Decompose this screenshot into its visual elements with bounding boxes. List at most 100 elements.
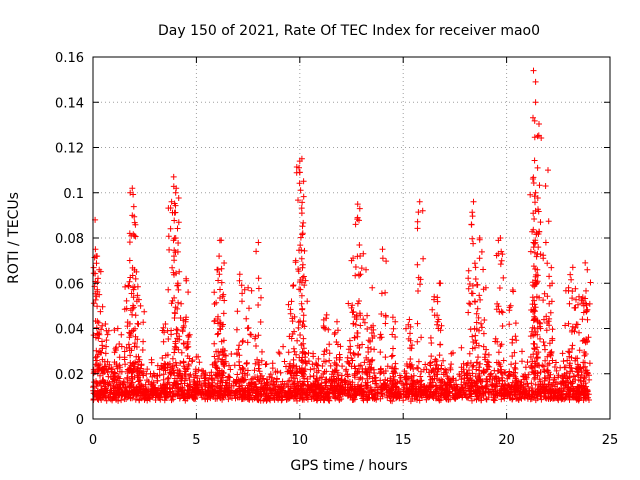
data-point — [326, 341, 333, 348]
data-point — [465, 285, 472, 292]
data-point — [313, 397, 320, 403]
data-point — [472, 276, 479, 282]
data-point — [531, 216, 538, 222]
data-point — [414, 396, 420, 403]
data-point — [501, 385, 508, 392]
data-point — [499, 377, 506, 384]
data-point — [289, 331, 296, 337]
data-point — [301, 247, 308, 254]
data-point — [128, 290, 135, 297]
data-point — [535, 208, 542, 215]
data-point — [583, 308, 590, 314]
data-point — [245, 284, 252, 291]
data-point — [181, 365, 188, 372]
data-point — [331, 388, 338, 394]
data-point — [297, 234, 304, 241]
data-point — [530, 239, 537, 246]
data-point — [389, 352, 396, 359]
data-point — [131, 386, 137, 393]
data-point — [294, 378, 301, 385]
data-point — [438, 362, 445, 369]
data-point — [202, 380, 209, 387]
data-point — [255, 302, 262, 308]
data-point — [352, 321, 359, 328]
data-point — [339, 363, 346, 370]
data-point — [135, 383, 142, 390]
data-point — [136, 369, 143, 376]
data-point — [361, 368, 368, 375]
data-point — [296, 365, 303, 372]
data-point — [234, 394, 241, 401]
data-point — [402, 376, 409, 383]
data-point — [532, 199, 538, 206]
data-point — [245, 391, 252, 397]
data-point — [274, 375, 280, 382]
data-point — [510, 369, 517, 376]
data-point — [536, 376, 543, 383]
y-tick-label: 0.16 — [55, 51, 84, 66]
data-point — [351, 334, 358, 341]
data-point — [186, 355, 193, 362]
data-point — [162, 321, 169, 327]
data-point — [332, 329, 339, 336]
data-point — [584, 316, 591, 323]
data-point — [382, 289, 389, 296]
data-point — [511, 364, 518, 371]
data-point — [285, 368, 292, 375]
data-point — [485, 351, 492, 358]
data-point — [364, 395, 371, 402]
data-point — [490, 390, 497, 397]
data-point — [368, 387, 374, 394]
data-point — [437, 280, 444, 287]
data-point — [175, 219, 182, 226]
data-point — [469, 209, 476, 216]
data-point — [432, 365, 439, 372]
data-point — [360, 316, 367, 323]
data-point — [540, 252, 547, 259]
data-point — [180, 322, 187, 329]
data-point — [534, 370, 541, 377]
data-point — [292, 257, 299, 264]
data-point — [582, 259, 589, 266]
data-point — [192, 388, 199, 395]
data-point — [425, 386, 432, 393]
data-point — [301, 349, 307, 356]
data-point — [521, 390, 527, 397]
data-point — [349, 379, 356, 386]
data-point — [150, 392, 156, 399]
data-point — [136, 392, 142, 399]
data-point — [254, 356, 261, 363]
data-point — [348, 304, 355, 311]
data-point — [275, 383, 282, 390]
data-point — [470, 362, 477, 369]
data-point — [429, 393, 436, 400]
data-point — [208, 369, 215, 376]
data-point — [465, 267, 472, 274]
y-tick-label: 0.04 — [55, 323, 84, 338]
data-point — [225, 373, 232, 380]
data-point — [189, 357, 196, 364]
data-point — [211, 340, 218, 347]
data-point — [562, 322, 569, 329]
data-point — [132, 275, 139, 282]
data-point — [253, 343, 259, 349]
data-point — [114, 325, 121, 332]
data-point — [451, 381, 458, 388]
data-point — [350, 308, 357, 315]
data-point — [482, 384, 489, 390]
data-point — [483, 396, 490, 403]
data-point — [298, 247, 305, 254]
data-point — [537, 335, 543, 342]
data-point — [392, 318, 399, 325]
data-point — [544, 353, 551, 360]
data-point — [356, 205, 363, 212]
data-point — [546, 376, 553, 383]
data-point — [372, 380, 379, 387]
data-point — [564, 357, 571, 364]
data-point — [501, 392, 508, 399]
data-point — [171, 271, 177, 278]
data-point — [129, 212, 136, 219]
data-point — [361, 388, 368, 395]
data-point — [540, 297, 547, 304]
